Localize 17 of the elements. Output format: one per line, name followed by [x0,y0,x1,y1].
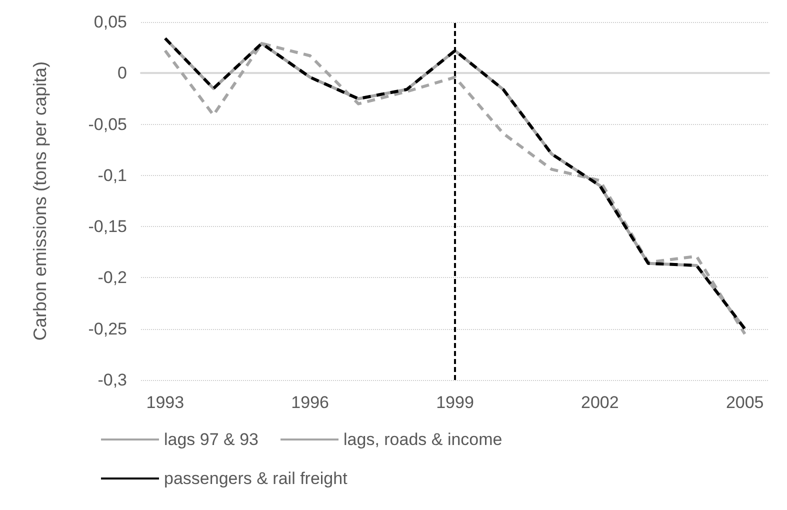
y-tick-label: -0,25 [88,319,127,338]
x-tick-label: 2002 [581,393,619,412]
y-tick-label: -0,05 [88,114,127,134]
x-tick-label: 1993 [146,393,184,412]
legend-label: passengers & rail freight [164,469,348,488]
x-tick-label: 1996 [291,393,329,412]
y-tick-label: -0,3 [98,370,127,390]
y-axis-title: Carbon emissions (tons per capita) [30,61,50,341]
legend-label: lags, roads & income [344,430,502,449]
legend-label: lags 97 & 93 [164,430,259,449]
y-tick-label: 0,05 [94,12,127,32]
y-tick-label: -0,2 [98,268,127,288]
y-tick-label: -0,15 [88,217,127,236]
y-tick-label: -0,1 [98,166,127,185]
x-tick-label: 1999 [436,393,474,412]
x-tick-label: 2005 [726,393,764,412]
y-tick-label: 0 [118,64,127,83]
